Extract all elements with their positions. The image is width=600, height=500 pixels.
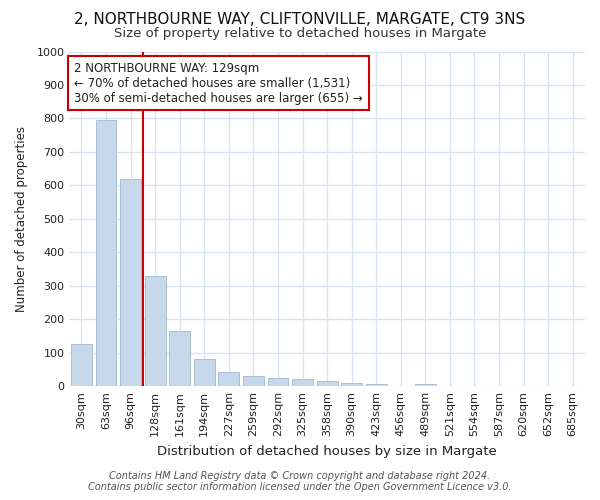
Bar: [268, 378, 289, 386]
Text: 2, NORTHBOURNE WAY, CLIFTONVILLE, MARGATE, CT9 3NS: 2, NORTHBOURNE WAY, CLIFTONVILLE, MARGAT…: [74, 12, 526, 28]
Text: Contains HM Land Registry data © Crown copyright and database right 2024.
Contai: Contains HM Land Registry data © Crown c…: [88, 471, 512, 492]
Bar: [120, 178, 141, 386]
Bar: [415, 384, 436, 386]
Y-axis label: Number of detached properties: Number of detached properties: [15, 126, 28, 312]
Text: 2 NORTHBOURNE WAY: 129sqm
← 70% of detached houses are smaller (1,531)
30% of se: 2 NORTHBOURNE WAY: 129sqm ← 70% of detac…: [74, 62, 363, 104]
Bar: [218, 372, 239, 386]
Bar: [366, 384, 386, 386]
Bar: [194, 358, 215, 386]
Bar: [317, 381, 338, 386]
Bar: [292, 380, 313, 386]
Text: Size of property relative to detached houses in Margate: Size of property relative to detached ho…: [114, 28, 486, 40]
Bar: [145, 276, 166, 386]
Bar: [169, 331, 190, 386]
Bar: [243, 376, 264, 386]
X-axis label: Distribution of detached houses by size in Margate: Distribution of detached houses by size …: [157, 444, 497, 458]
Bar: [341, 383, 362, 386]
Bar: [95, 120, 116, 386]
Bar: [71, 344, 92, 386]
